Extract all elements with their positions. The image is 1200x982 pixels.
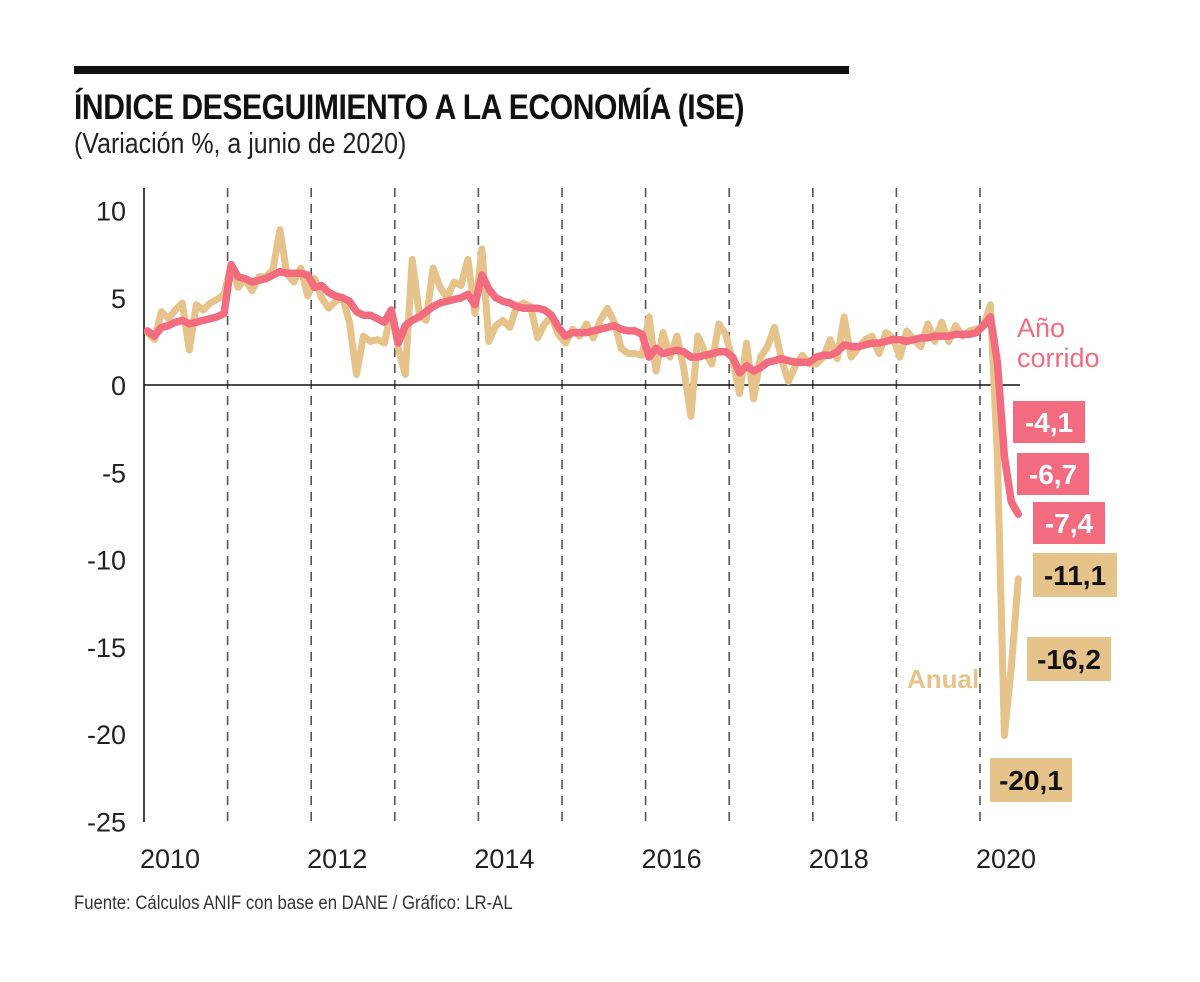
anual-label: Anual	[907, 664, 979, 694]
ano-corrido-line	[143, 260, 1023, 518]
y-tick-label: 0	[111, 371, 126, 401]
y-tick-label: -15	[87, 633, 126, 663]
y-tick-label: -20	[87, 720, 126, 750]
ano-corrido-label-line1: Año	[1017, 313, 1065, 343]
ano-corrido-value-box	[1033, 502, 1105, 544]
anual-value-label: -16,2	[1037, 644, 1101, 675]
title-rule	[74, 66, 849, 74]
y-tick-label: -25	[87, 807, 126, 837]
axes	[143, 188, 1020, 822]
y-tick-label: 5	[111, 284, 126, 314]
anual-value-label: -11,1	[1044, 560, 1106, 591]
x-tick-label: 2014	[474, 844, 534, 874]
ano-corrido-value-label: -6,7	[1029, 459, 1077, 490]
ano-corrido-value-box	[1017, 453, 1089, 495]
x-axis-ticks: 2010 2012 2014 2016 2018 2020	[140, 844, 1036, 874]
x-tick-label: 2020	[976, 844, 1036, 874]
anual-line	[144, 226, 1022, 740]
chart-title: ÍNDICE DESEGUIMIENTO A LA ECONOMÍA (ISE)	[74, 88, 745, 127]
anual-value-box	[990, 758, 1072, 802]
anual-value-box	[1027, 637, 1111, 681]
y-axis-ticks: 10 5 0 -5 -10 -15 -20 -25	[87, 197, 126, 838]
y-tick-label: -5	[102, 458, 126, 488]
anual-value-box	[1033, 553, 1117, 597]
anual-value-label: -20,1	[999, 765, 1063, 796]
y-tick-label: 10	[96, 197, 126, 227]
source-note: Fuente: Cálculos ANIF con base en DANE /…	[74, 893, 513, 914]
chart-subtitle: (Variación %, a junio de 2020)	[74, 128, 407, 160]
year-gridlines	[226, 188, 981, 822]
ano-corrido-value-label: -7,4	[1045, 508, 1094, 539]
x-tick-label: 2016	[642, 844, 702, 874]
value-annotations: -20,1 -16,2 -11,1 -4,1 -6,7 -7,4	[990, 401, 1117, 802]
x-tick-label: 2012	[307, 844, 367, 874]
x-tick-label: 2010	[140, 844, 200, 874]
ano-corrido-value-box	[1013, 401, 1085, 443]
series-lines	[143, 226, 1023, 740]
ano-corrido-label-line2: corrido	[1017, 343, 1100, 373]
y-tick-label: -10	[87, 546, 126, 576]
ano-corrido-value-label: -4,1	[1025, 407, 1073, 438]
x-tick-label: 2018	[809, 844, 869, 874]
